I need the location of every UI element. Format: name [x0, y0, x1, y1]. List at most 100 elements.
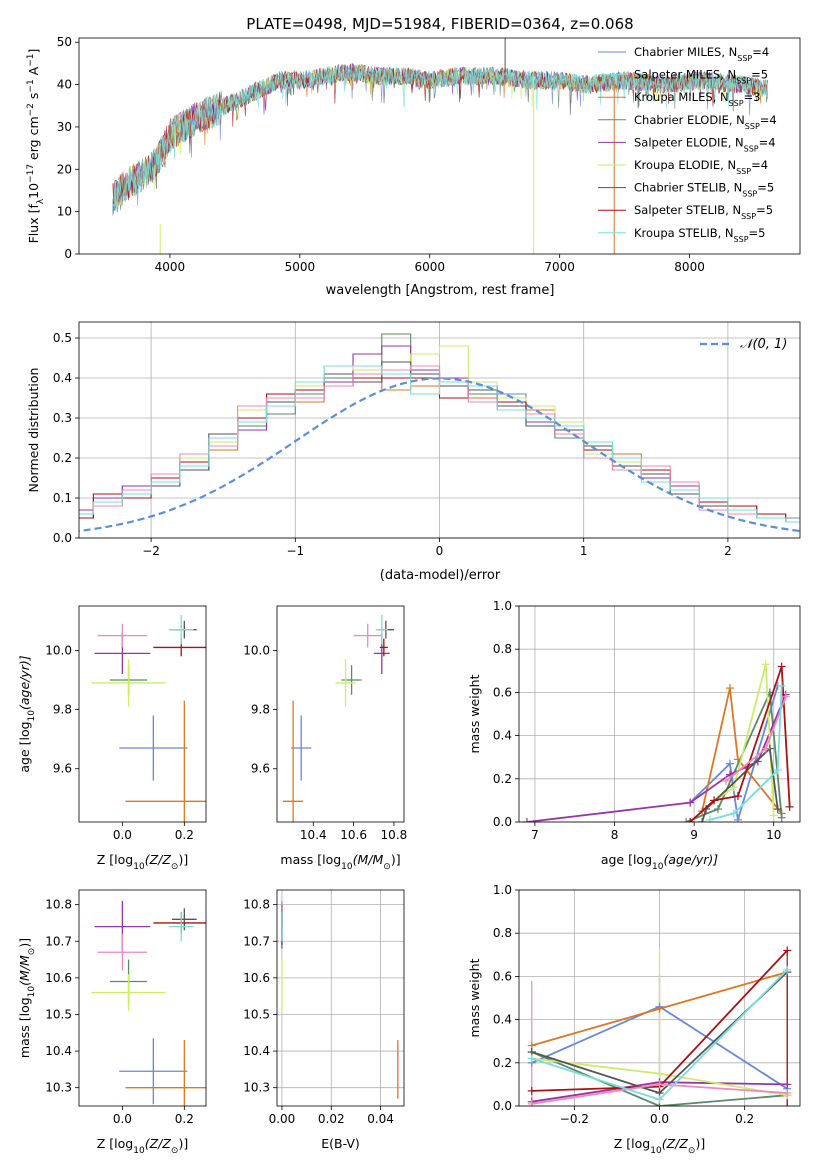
y-tick-label: 0.4: [493, 1013, 512, 1027]
y-tick-label: 9.6: [53, 762, 72, 776]
x-axis-label: age [log10(age/yr)]: [601, 852, 718, 872]
y-tick-label: 40: [57, 78, 72, 92]
x-tick-label: 0.04: [367, 1112, 394, 1126]
x-tick-label: −0.2: [560, 1112, 589, 1126]
plot-mass-vs-ebv: 0.00 0.02 0.04 10.3 10.4 10.5 10.6 10.7 10.8 E(B-…: [243, 889, 405, 1151]
y-tick-label: 0.1: [53, 491, 72, 505]
y-tick-label: 0.6: [493, 685, 512, 699]
legend-label: Kroupa STELIB, NSSP=5: [634, 226, 765, 244]
x-tick-label: 10.6: [340, 828, 367, 842]
weight-line-dgray: [701, 746, 779, 822]
x-tick-label: 0.0: [650, 1112, 669, 1126]
spectrum-line-green: [112, 63, 768, 213]
y-tick-label: 0.5: [53, 331, 72, 345]
plot-weight-vs-Z: −0.2 0.0 0.2 0.0 0.2 0.4 0.6 0.8 1.0 Z [log10(Z/Z…: [467, 883, 801, 1156]
legend-label: 𝒩(0, 1): [740, 337, 787, 352]
histogram-blue: [79, 369, 800, 519]
y-tick-label: 0.2: [53, 451, 72, 465]
axes-frame: [276, 889, 405, 1107]
histogram-red: [79, 377, 800, 523]
axes-frame: [518, 889, 801, 1107]
y-tick-label: 10.3: [45, 1081, 72, 1095]
x-tick-label: 9: [690, 828, 698, 842]
x-tick-label: 10.4: [300, 828, 327, 842]
y-tick-label: 0.4: [53, 371, 72, 385]
axes-frame: [78, 889, 207, 1107]
y-axis-label: Normed distribution: [26, 368, 41, 493]
y-tick-label: 9.8: [53, 703, 72, 717]
legend-label: Salpeter STELIB, NSSP=5: [634, 203, 773, 221]
y-axis-label: age [log10(age/yr)]: [17, 655, 37, 772]
x-axis-label: E(B-V): [321, 1136, 360, 1151]
x-tick-label: 8000: [674, 260, 705, 274]
x-tick-label: 0.2: [175, 1112, 194, 1126]
plot-area: [91, 900, 206, 1106]
y-tick-label: 50: [57, 35, 72, 49]
plot-age-vs-Z: 0.0 0.2 9.6 9.8 10.0 Z [log10(Z/Z⊙)] age [log1…: [17, 605, 207, 872]
y-axis-label: mass [log10(M/M⊙)]: [17, 938, 37, 1058]
plot-area: [527, 946, 792, 1106]
weight-line-green: [531, 1051, 788, 1106]
axes-frame: [78, 321, 801, 539]
normal-curve: [79, 377, 800, 533]
axes-frame: [276, 605, 405, 823]
plot-area: [91, 614, 206, 822]
plot-area: [79, 333, 800, 533]
plot-area: [281, 900, 399, 1099]
x-tick-label: 6000: [414, 260, 445, 274]
y-tick-label: 0.8: [493, 642, 512, 656]
y-tick-label: 30: [57, 120, 72, 134]
y-tick-label: 10.5: [243, 1007, 270, 1021]
y-tick-label: 1.0: [493, 883, 512, 897]
y-tick-label: 0: [64, 247, 72, 261]
y-tick-label: 0.0: [493, 1099, 512, 1113]
y-tick-label: 10.6: [243, 971, 270, 985]
legend-label: Chabrier STELIB, NSSP=5: [634, 181, 774, 199]
legend-label: Kroupa MILES, NSSP=3: [634, 90, 760, 108]
x-tick-label: 0: [436, 544, 444, 558]
plot-area: [522, 660, 794, 822]
histogram-cyan: [79, 365, 800, 523]
y-tick-label: 0.0: [53, 531, 72, 545]
y-tick-label: 0.2: [493, 772, 512, 786]
y-tick-label: 10.8: [243, 898, 270, 912]
y-tick-label: 0.3: [53, 411, 72, 425]
y-tick-label: 10.4: [243, 1044, 270, 1058]
plot-area: [283, 614, 394, 822]
x-axis-label: mass [log10(M/M⊙)]: [280, 852, 400, 872]
x-axis-label: Z [log10(Z/Z⊙)]: [97, 852, 188, 872]
legend-label: Chabrier ELODIE, NSSP=4: [634, 113, 777, 131]
x-tick-label: 5000: [285, 260, 316, 274]
x-tick-label: −2: [142, 544, 160, 558]
legend-label: Kroupa ELODIE, NSSP=4: [634, 158, 768, 176]
x-tick-label: 0.2: [735, 1112, 754, 1126]
legend-label: Salpeter ELODIE, NSSP=4: [634, 135, 776, 153]
x-tick-label: 10: [766, 828, 781, 842]
x-axis-label: Z [log10(Z/Z⊙)]: [614, 1136, 705, 1156]
y-tick-label: 0.4: [493, 729, 512, 743]
y-tick-label: 0.2: [493, 1056, 512, 1070]
weight-line-blue: [689, 685, 779, 821]
x-tick-label: 0.02: [318, 1112, 345, 1126]
plot-age-vs-mass: 10.4 10.6 10.8 9.6 9.8 10.0 mass [log10(M/M⊙)]: [243, 605, 407, 872]
y-tick-label: 10.3: [243, 1081, 270, 1095]
y-tick-label: 10.5: [45, 1007, 72, 1021]
axes-frame: [78, 605, 207, 823]
spectrum-line-cyan: [112, 64, 768, 209]
y-tick-label: 10.6: [45, 971, 72, 985]
y-tick-label: 0.6: [493, 969, 512, 983]
x-tick-label: 0.2: [175, 828, 194, 842]
x-tick-label: 4000: [155, 260, 186, 274]
legend-label: Salpeter MILES, NSSP=5: [634, 68, 768, 86]
y-tick-label: 0.0: [493, 815, 512, 829]
y-tick-label: 9.6: [251, 762, 270, 776]
y-tick-label: 10.4: [45, 1044, 72, 1058]
y-axis-label: mass weight: [467, 958, 482, 1037]
axes-frame: [78, 37, 801, 255]
plot-mass-vs-Z: 0.0 0.2 10.3 10.4 10.5 10.6 10.7 10.8 Z [log10(Z…: [17, 889, 207, 1156]
y-tick-label: 1.0: [493, 599, 512, 613]
x-tick-label: 0.00: [269, 1112, 296, 1126]
x-tick-label: 0.0: [113, 1112, 132, 1126]
y-tick-label: 10.7: [45, 934, 72, 948]
